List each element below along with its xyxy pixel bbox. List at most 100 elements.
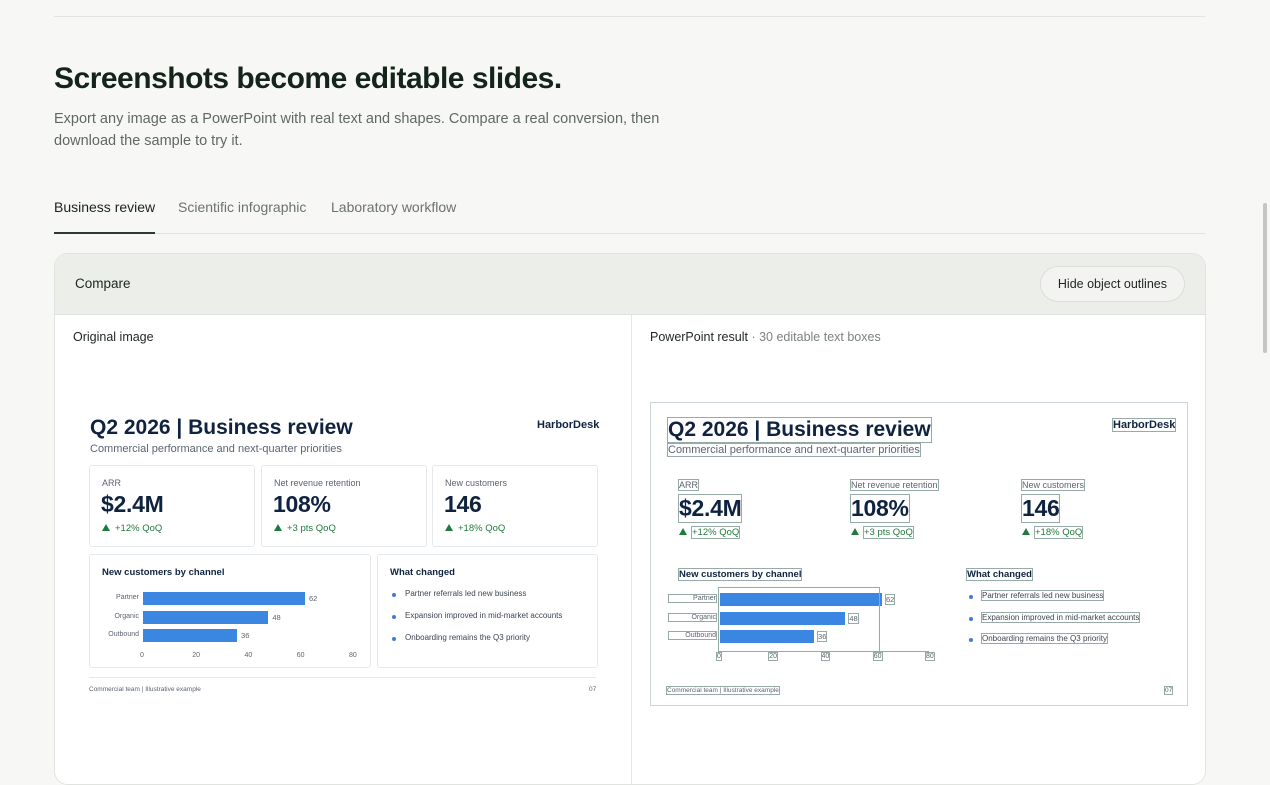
- chart-object-outline: [718, 587, 880, 652]
- bar-value-label[interactable]: 62: [884, 594, 896, 605]
- kpi-card: New customers 146 +18% QoQ: [432, 465, 598, 547]
- x-axis-tick-label[interactable]: 60: [872, 652, 883, 661]
- kpi-delta[interactable]: +12% QoQ: [690, 526, 741, 539]
- slide-subtitle[interactable]: Commercial performance and next-quarter …: [667, 443, 921, 457]
- changes-bullet[interactable]: Expansion improved in mid-market account…: [980, 612, 1141, 623]
- tab-laboratory-workflow[interactable]: Laboratory workflow: [331, 199, 457, 215]
- triangle-up-icon: [445, 524, 453, 531]
- chart-panel: New customers by channel Partner 62 Organi…: [89, 554, 371, 668]
- kpi-label[interactable]: Net revenue retention: [850, 479, 939, 491]
- original-image-label: Original image: [73, 330, 154, 344]
- slide-footer-right[interactable]: 07: [1163, 686, 1174, 695]
- x-axis-tick-label[interactable]: 40: [820, 652, 831, 661]
- top-divider: [54, 16, 1205, 17]
- dot-icon: [969, 638, 973, 642]
- dot-icon: [969, 617, 973, 621]
- kpi-label[interactable]: ARR: [677, 479, 700, 491]
- x-axis-tick-label[interactable]: 0: [716, 652, 722, 661]
- kpi-delta[interactable]: +18% QoQ: [1033, 526, 1084, 539]
- chart-title: New customers by channel: [102, 567, 225, 578]
- changes-bullet: Expansion improved in mid-market account…: [405, 611, 563, 620]
- x-axis-tick-label[interactable]: 20: [768, 652, 779, 661]
- compare-card: Compare Hide object outlines Original im…: [54, 253, 1206, 785]
- hide-outlines-button[interactable]: Hide object outlines: [1039, 266, 1185, 302]
- tab-bar: Business review Scientific infographic L…: [54, 197, 1205, 234]
- triangle-up-icon: [102, 524, 110, 531]
- bar-organic[interactable]: [720, 612, 846, 625]
- slide-footer-rule: [89, 677, 596, 678]
- dot-icon: [969, 595, 973, 599]
- kpi-value[interactable]: 146: [1020, 494, 1061, 523]
- kpi-label: New customers: [445, 478, 508, 488]
- slide-title[interactable]: Q2 2026 | Business review: [667, 417, 932, 443]
- slide-brand[interactable]: HarborDesk: [1111, 418, 1177, 432]
- kpi-label: Net revenue retention: [274, 478, 361, 488]
- changes-bullet: Partner referrals led new business: [405, 589, 527, 598]
- bar-outbound[interactable]: [720, 630, 815, 643]
- bar-partner[interactable]: [720, 593, 882, 606]
- triangle-up-icon: [851, 528, 859, 535]
- kpi-card: Net revenue retention 108% +3 pts QoQ: [261, 465, 427, 547]
- chart-title[interactable]: New customers by channel: [677, 568, 803, 581]
- kpi-value: $2.4M: [101, 491, 164, 517]
- bar-chart: Partner 62 Organic 48 Outbound 36 0 20 40 60 80: [90, 555, 370, 667]
- kpi-card: ARR $2.4M +12% QoQ: [89, 465, 255, 547]
- kpi-delta[interactable]: +3 pts QoQ: [863, 526, 914, 539]
- bar-category-label[interactable]: Partner: [668, 594, 717, 603]
- kpi-label[interactable]: New customers: [1020, 479, 1086, 491]
- scrollbar-thumb[interactable]: [1263, 203, 1267, 353]
- bar-chart: Partner 62 Organic 48 Outbound 36 0 20 40 60 80: [667, 556, 947, 668]
- slide-footer-left: Commercial team | Illustrative example: [89, 686, 201, 693]
- kpi-value: 108%: [273, 491, 331, 517]
- bar-organic: [143, 611, 269, 624]
- bar-outbound: [143, 629, 238, 642]
- x-axis-tick-label: 40: [244, 652, 253, 659]
- tab-scientific-infographic[interactable]: Scientific infographic: [178, 199, 307, 215]
- original-image-pane: Original image Q2 2026 | Business review…: [55, 315, 632, 784]
- changes-panel: What changed Partner referrals led new b…: [377, 554, 598, 668]
- slide-brand: HarborDesk: [537, 419, 600, 431]
- tab-business-review[interactable]: Business review: [54, 197, 156, 234]
- bar-partner: [143, 592, 305, 605]
- compare-header: Compare Hide object outlines: [55, 254, 1205, 315]
- page-subtitle: Export any image as a PowerPoint with re…: [54, 111, 660, 149]
- bar-value-label: 62: [308, 594, 318, 603]
- bar-value-label: 48: [272, 613, 281, 622]
- slide-footer-right: 07: [589, 686, 597, 693]
- bar-value-label: 36: [241, 631, 250, 640]
- changes-bullet[interactable]: Onboarding remains the Q3 priority: [981, 633, 1108, 644]
- slide-footer-left[interactable]: Commercial team | Illustrative example: [666, 686, 780, 695]
- kpi-delta: +18% QoQ: [458, 523, 506, 534]
- triangle-up-icon: [274, 524, 282, 531]
- bar-category-label[interactable]: Outbound: [668, 631, 717, 640]
- page-title: Screenshots become editable slides.: [54, 62, 562, 95]
- bar-category-label: Organic: [114, 613, 139, 620]
- changes-bullet[interactable]: Partner referrals led new business: [980, 590, 1105, 601]
- text-box-count: · 30 editable text boxes: [751, 330, 881, 344]
- x-axis-tick-label: 0: [140, 652, 144, 659]
- changes-bullet: Onboarding remains the Q3 priority: [405, 633, 530, 642]
- kpi-value[interactable]: 108%: [850, 494, 910, 523]
- dot-icon: [392, 593, 396, 597]
- dot-icon: [392, 615, 396, 619]
- bar-category-label: Outbound: [108, 631, 139, 638]
- x-axis-tick-label: 20: [192, 652, 201, 659]
- bar-category-label: Partner: [116, 594, 139, 601]
- changes-title: What changed: [390, 567, 455, 578]
- x-axis-tick-label[interactable]: 80: [925, 652, 935, 661]
- powerpoint-slide-preview: Q2 2026 | Business review Commercial per…: [650, 402, 1188, 706]
- triangle-up-icon: [1022, 528, 1030, 535]
- changes-title[interactable]: What changed: [966, 568, 1033, 581]
- slide-title: Q2 2026 | Business review: [90, 416, 353, 439]
- powerpoint-result-pane: PowerPoint result · 30 editable text box…: [632, 315, 1205, 784]
- kpi-value: 146: [444, 491, 482, 517]
- x-axis-tick-label: 80: [349, 652, 357, 659]
- slide-subtitle: Commercial performance and next-quarter …: [90, 443, 342, 455]
- x-axis-tick-label: 60: [296, 652, 305, 659]
- original-slide-image: Q2 2026 | Business review Commercial per…: [73, 401, 609, 703]
- bar-value-label[interactable]: 48: [848, 613, 859, 624]
- bar-category-label[interactable]: Organic: [668, 613, 717, 622]
- powerpoint-result-title: PowerPoint result: [650, 330, 748, 344]
- kpi-value[interactable]: $2.4M: [677, 494, 743, 523]
- bar-value-label[interactable]: 36: [817, 631, 828, 642]
